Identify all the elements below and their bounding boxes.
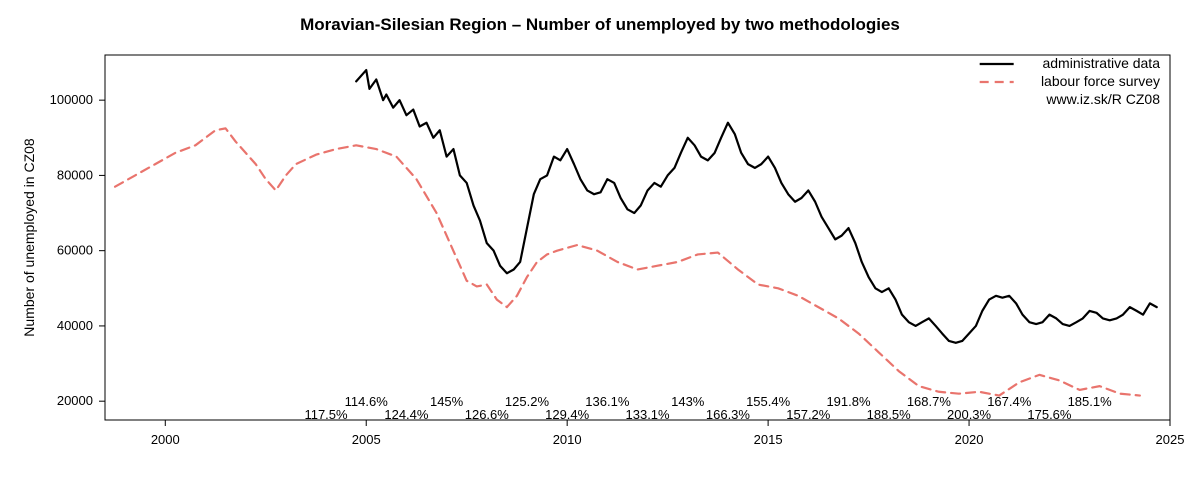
x-tick-label: 2000 [151,432,180,447]
y-tick-label: 40000 [57,318,93,333]
ratio-label: 188.5% [867,407,912,422]
x-tick-label: 2020 [955,432,984,447]
ratio-label: 191.8% [826,394,871,409]
ratio-label: 185.1% [1068,394,1113,409]
ratio-label: 124.4% [384,407,429,422]
line-chart: Moravian-Silesian Region – Number of une… [0,0,1200,500]
y-axis-label: Number of unemployed in CZ08 [21,138,37,337]
ratio-label: 166.3% [706,407,751,422]
y-tick-label: 20000 [57,393,93,408]
ratio-label: 175.6% [1027,407,1072,422]
legend-label: administrative data [1042,55,1160,71]
y-tick-label: 100000 [50,92,93,107]
ratio-label: 145% [430,394,464,409]
ratio-label: 200.3% [947,407,992,422]
ratio-label: 167.4% [987,394,1032,409]
x-tick-label: 2010 [553,432,582,447]
ratio-label: 117.5% [304,407,348,422]
x-tick-label: 2025 [1156,432,1185,447]
y-tick-label: 60000 [57,243,93,258]
ratio-label: 143% [671,394,705,409]
ratio-label: 157.2% [786,407,831,422]
chart-bg [0,0,1200,500]
ratio-label: 136.1% [585,394,630,409]
ratio-label: 155.4% [746,394,791,409]
ratio-label: 126.6% [465,407,510,422]
chart-title: Moravian-Silesian Region – Number of une… [300,15,900,34]
chart-container: Moravian-Silesian Region – Number of une… [0,0,1200,500]
x-tick-label: 2005 [352,432,381,447]
ratio-label: 133.1% [626,407,671,422]
ratio-label: 129.4% [545,407,590,422]
legend-label: labour force survey [1041,73,1160,89]
y-tick-label: 80000 [57,167,93,182]
ratio-label: 168.7% [907,394,952,409]
ratio-label: 114.6% [345,394,389,409]
ratio-label: 125.2% [505,394,550,409]
x-tick-label: 2015 [754,432,783,447]
legend-footer: www.iz.sk/R CZ08 [1045,91,1160,107]
